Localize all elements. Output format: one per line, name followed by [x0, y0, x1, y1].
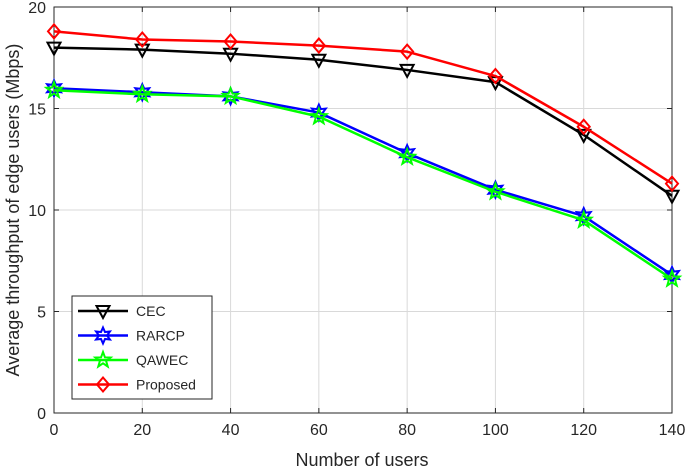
legend-item-cec: CEC: [78, 303, 166, 321]
y-tick-label: 15: [28, 102, 46, 119]
y-tick-label: 20: [28, 0, 46, 17]
data-point-proposed: [311, 37, 327, 55]
legend-item-rarcp: RARCP: [78, 325, 185, 346]
data-point-cec: [45, 41, 63, 57]
series-line-proposed: [53, 30, 673, 185]
series-group: [43, 22, 683, 288]
data-point-proposed: [399, 43, 415, 61]
legend-label-proposed: Proposed: [136, 377, 196, 393]
data-point-qawec: [661, 268, 683, 288]
series-rarcp: [44, 77, 682, 286]
data-point-rarcp: [486, 179, 505, 201]
x-tick-label: 140: [659, 422, 685, 439]
series-cec: [45, 41, 681, 205]
y-tick-label: 5: [37, 305, 46, 322]
data-point-proposed: [488, 67, 503, 85]
data-point-qawec: [308, 105, 330, 126]
data-point-rarcp: [44, 77, 64, 99]
data-point-rarcp: [133, 81, 152, 103]
data-point-proposed: [664, 175, 680, 193]
legend-label-rarcp: RARCP: [136, 328, 185, 344]
legend-marker-proposed: [95, 375, 111, 394]
y-tick-label: 0: [37, 406, 46, 423]
legend-marker-qawec: [92, 349, 114, 369]
x-tick-label: 40: [222, 422, 240, 439]
legend-marker-cec: [94, 305, 112, 321]
x-tick-label: 60: [310, 422, 328, 439]
x-tick-label: 100: [482, 422, 509, 439]
legend: CEC RARCP QAWEC Proposed: [71, 295, 213, 400]
data-point-qawec: [131, 83, 153, 104]
data-point-cec: [310, 53, 328, 69]
legend-box: [71, 295, 213, 400]
series-qawec: [43, 79, 683, 288]
y-tick-label: 10: [28, 203, 46, 220]
data-point-qawec: [220, 85, 241, 106]
data-point-rarcp: [221, 85, 240, 107]
axes: [53, 6, 673, 414]
legend-label-qawec: QAWEC: [136, 352, 188, 368]
series-line-qawec: [53, 88, 673, 281]
series-line-cec: [53, 46, 673, 197]
data-point-proposed: [46, 22, 62, 40]
data-point-qawec: [485, 180, 506, 201]
data-point-qawec: [573, 209, 595, 229]
legend-marker-rarcp: [93, 325, 113, 346]
data-point-proposed: [134, 30, 150, 49]
series-proposed: [46, 22, 680, 193]
x-tick-label: 0: [50, 422, 59, 439]
data-point-cec: [134, 43, 151, 59]
series-line-rarcp: [53, 86, 673, 277]
x-axis-title: Number of users: [295, 450, 428, 470]
legend-item-qawec: QAWEC: [78, 349, 188, 369]
legend-item-proposed: Proposed: [78, 375, 196, 394]
data-point-cec: [398, 63, 416, 80]
y-axis-title: Average throughput of edge users (Mbps): [3, 44, 23, 377]
x-tick-label: 120: [570, 422, 597, 439]
data-point-qawec: [43, 79, 65, 100]
data-point-cec: [575, 128, 592, 144]
data-point-proposed: [576, 118, 592, 136]
data-point-qawec: [396, 146, 418, 167]
legend-label-cec: CEC: [136, 303, 166, 319]
x-tick-label: 20: [133, 422, 151, 439]
x-tick-label: 80: [398, 422, 416, 439]
tick-labels: 0 20 40 60 80 100 120 140 0 5 10 15 20: [28, 0, 685, 439]
data-point-proposed: [223, 32, 238, 51]
